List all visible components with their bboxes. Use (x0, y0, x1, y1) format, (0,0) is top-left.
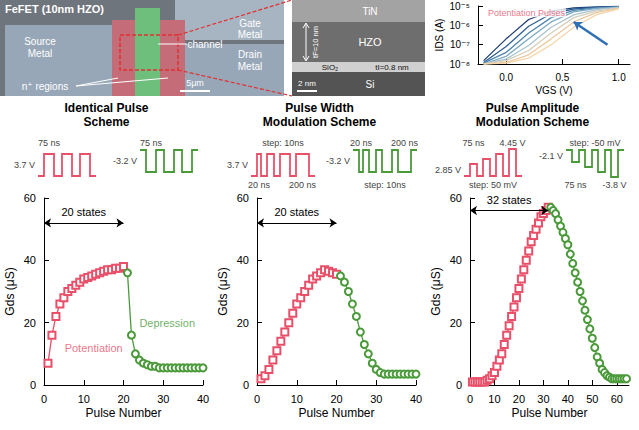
svg-text:20: 20 (330, 393, 342, 405)
svg-text:32 states: 32 states (487, 194, 532, 206)
svg-text:20: 20 (24, 317, 36, 329)
svg-text:30: 30 (157, 393, 169, 405)
svg-text:step: 10ns: step: 10ns (364, 180, 406, 190)
svg-text:60: 60 (450, 192, 462, 204)
svg-text:Gate: Gate (239, 18, 261, 29)
svg-text:20: 20 (117, 393, 129, 405)
svg-text:30: 30 (537, 393, 549, 405)
svg-text:40: 40 (237, 254, 249, 266)
svg-text:Modulation Scheme: Modulation Scheme (263, 115, 377, 129)
svg-text:20 states: 20 states (274, 206, 319, 218)
svg-text:0: 0 (41, 393, 47, 405)
svg-text:Source: Source (24, 36, 56, 47)
svg-text:40: 40 (197, 393, 209, 405)
svg-text:0: 0 (456, 379, 462, 391)
svg-text:1.0: 1.0 (612, 72, 626, 83)
svg-text:200 ns: 200 ns (391, 138, 419, 148)
svg-text:10⁻⁵: 10⁻⁵ (449, 1, 470, 12)
svg-text:Potentiation Pulses: Potentiation Pulses (488, 8, 566, 18)
svg-text:0: 0 (243, 379, 249, 391)
svg-text:Modulation Scheme: Modulation Scheme (476, 115, 590, 129)
svg-text:Gds (μS): Gds (μS) (216, 267, 230, 315)
svg-text:60: 60 (24, 192, 36, 204)
svg-text:-3.2 V: -3.2 V (113, 156, 137, 166)
svg-text:30: 30 (370, 393, 382, 405)
svg-text:4.45 V: 4.45 V (499, 138, 525, 148)
svg-text:60: 60 (237, 192, 249, 204)
svg-text:20 states: 20 states (61, 206, 106, 218)
svg-text:75 ns: 75 ns (38, 138, 61, 148)
svg-text:60: 60 (611, 393, 623, 405)
svg-text:channel: channel (187, 39, 222, 50)
svg-text:20 ns: 20 ns (248, 180, 271, 190)
svg-text:-2.1 V: -2.1 V (539, 151, 563, 161)
svg-text:75 ns: 75 ns (564, 180, 587, 190)
svg-text:Scheme: Scheme (83, 115, 129, 129)
svg-text:Identical Pulse: Identical Pulse (64, 101, 148, 115)
svg-text:VGS (V): VGS (V) (535, 85, 572, 96)
svg-text:Drain: Drain (238, 49, 262, 60)
svg-text:tF=10 nm: tF=10 nm (311, 26, 320, 58)
svg-text:40: 40 (24, 254, 36, 266)
svg-text:Pulse Width: Pulse Width (285, 101, 354, 115)
svg-text:0.0: 0.0 (499, 72, 513, 83)
svg-text:Depression: Depression (139, 317, 195, 329)
svg-text:2 nm: 2 nm (298, 79, 316, 88)
svg-text:SiO₂: SiO₂ (322, 63, 338, 72)
svg-text:3.7 V: 3.7 V (14, 160, 35, 170)
svg-text:Pulse Number: Pulse Number (85, 406, 161, 420)
svg-text:5μm: 5μm (186, 78, 204, 88)
svg-text:Potentiation: Potentiation (65, 342, 123, 354)
svg-text:20 ns: 20 ns (350, 138, 373, 148)
svg-text:step: 10ns: step: 10ns (262, 138, 304, 148)
svg-text:HZO: HZO (358, 36, 382, 48)
svg-text:10: 10 (488, 393, 500, 405)
svg-text:20: 20 (513, 393, 525, 405)
svg-text:2.85 V: 2.85 V (435, 165, 461, 175)
svg-text:TiN: TiN (362, 6, 377, 17)
svg-text:Pulse Number: Pulse Number (298, 406, 374, 420)
svg-text:10: 10 (78, 393, 90, 405)
svg-text:20: 20 (237, 317, 249, 329)
svg-text:40: 40 (410, 393, 422, 405)
svg-text:10⁻⁸: 10⁻⁸ (449, 59, 470, 70)
svg-text:Si: Si (366, 79, 375, 90)
svg-text:-3.8 V: -3.8 V (602, 180, 626, 190)
svg-text:Metal: Metal (238, 29, 262, 40)
svg-text:Gds (μS): Gds (μS) (3, 267, 17, 315)
svg-text:0: 0 (467, 393, 473, 405)
svg-text:n⁺ regions: n⁺ regions (22, 81, 68, 92)
svg-text:75 ns: 75 ns (140, 138, 163, 148)
svg-text:step: 50 mV: step: 50 mV (469, 180, 517, 190)
svg-text:0.5: 0.5 (555, 72, 569, 83)
svg-text:Metal: Metal (28, 48, 52, 59)
svg-text:75 ns: 75 ns (462, 138, 485, 148)
svg-text:40: 40 (450, 254, 462, 266)
svg-text:IDS (A): IDS (A) (434, 19, 445, 52)
svg-text:0: 0 (30, 379, 36, 391)
svg-text:-3.2 V: -3.2 V (326, 156, 350, 166)
svg-text:step: -50 mV: step: -50 mV (569, 138, 620, 148)
svg-text:50: 50 (586, 393, 598, 405)
svg-text:3.7 V: 3.7 V (227, 160, 248, 170)
svg-text:10: 10 (291, 393, 303, 405)
svg-text:Metal: Metal (238, 61, 262, 72)
svg-text:20: 20 (450, 317, 462, 329)
svg-text:Pulse Number: Pulse Number (511, 406, 587, 420)
svg-text:FeFET (10nm HZO): FeFET (10nm HZO) (5, 3, 104, 15)
svg-text:0: 0 (254, 393, 260, 405)
svg-text:10⁻⁶: 10⁻⁶ (449, 20, 470, 31)
svg-text:200 ns: 200 ns (289, 180, 317, 190)
svg-text:10⁻⁷: 10⁻⁷ (450, 39, 470, 50)
svg-text:Pulse Amplitude: Pulse Amplitude (486, 101, 580, 115)
svg-text:Gds (μS): Gds (μS) (429, 267, 443, 315)
svg-text:tI=0.8 nm: tI=0.8 nm (375, 63, 409, 72)
svg-text:40: 40 (562, 393, 574, 405)
